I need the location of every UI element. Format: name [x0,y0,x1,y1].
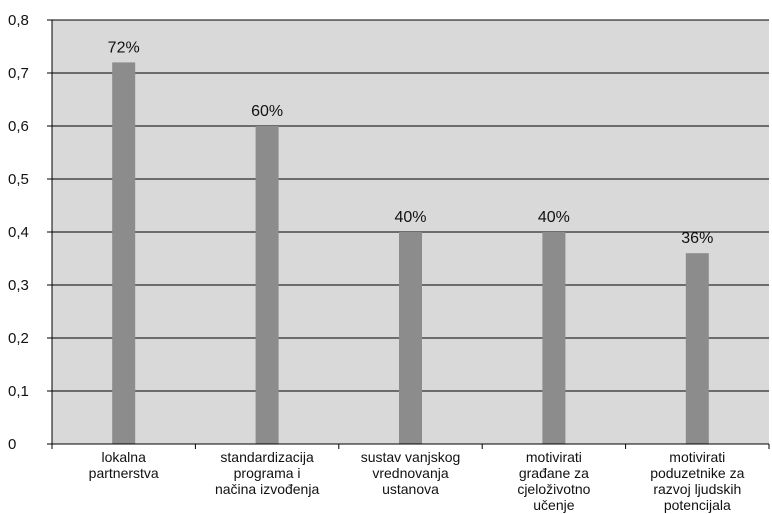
category-label: načina izvođenja [215,481,320,497]
bar [685,253,709,444]
category-label: poduzetnike za [650,465,744,481]
category-label: potencijala [664,497,731,513]
data-label: 60% [251,103,283,120]
bar [399,232,422,444]
category-label: učenje [533,497,574,513]
y-tick-label: 0,7 [8,65,29,82]
y-tick-label: 0,5 [8,171,29,188]
y-tick-label: 0,1 [8,383,29,400]
bars [112,62,709,445]
category-label: partnerstva [89,465,159,481]
category-label: građane za [519,465,589,481]
y-tick-label: 0,3 [8,277,29,294]
category-label: lokalna [102,449,147,465]
data-label: 40% [538,209,570,226]
y-tick-label: 0,4 [8,224,29,241]
data-labels: 72% 60% 40% 40% 36% [108,39,714,247]
bar [542,232,566,444]
category-label: standardizacija [220,449,314,465]
category-label: programa i [234,465,301,481]
y-tick-label: 0,2 [8,330,29,347]
data-label: 40% [394,209,426,226]
bar [255,126,279,444]
data-label: 72% [108,39,140,56]
category-label: vrednovanja [372,465,448,481]
y-tick-label: 0 [8,436,16,453]
category-label: motivirati [669,449,725,465]
category-label: ustanova [382,481,439,497]
y-tick-label: 0,8 [8,12,29,29]
category-label: motivirati [526,449,582,465]
category-label: razvoj ljudskih [653,481,741,497]
y-tick-labels: 0 0,1 0,2 0,3 0,4 0,5 0,6 0,7 0,8 [8,12,29,453]
y-tick-label: 0,6 [8,118,29,135]
data-label: 36% [681,230,713,247]
category-label: cjeloživotno [517,481,590,497]
bar [112,62,136,445]
axes [51,20,770,449]
category-label: sustav vanjskog [361,449,461,465]
